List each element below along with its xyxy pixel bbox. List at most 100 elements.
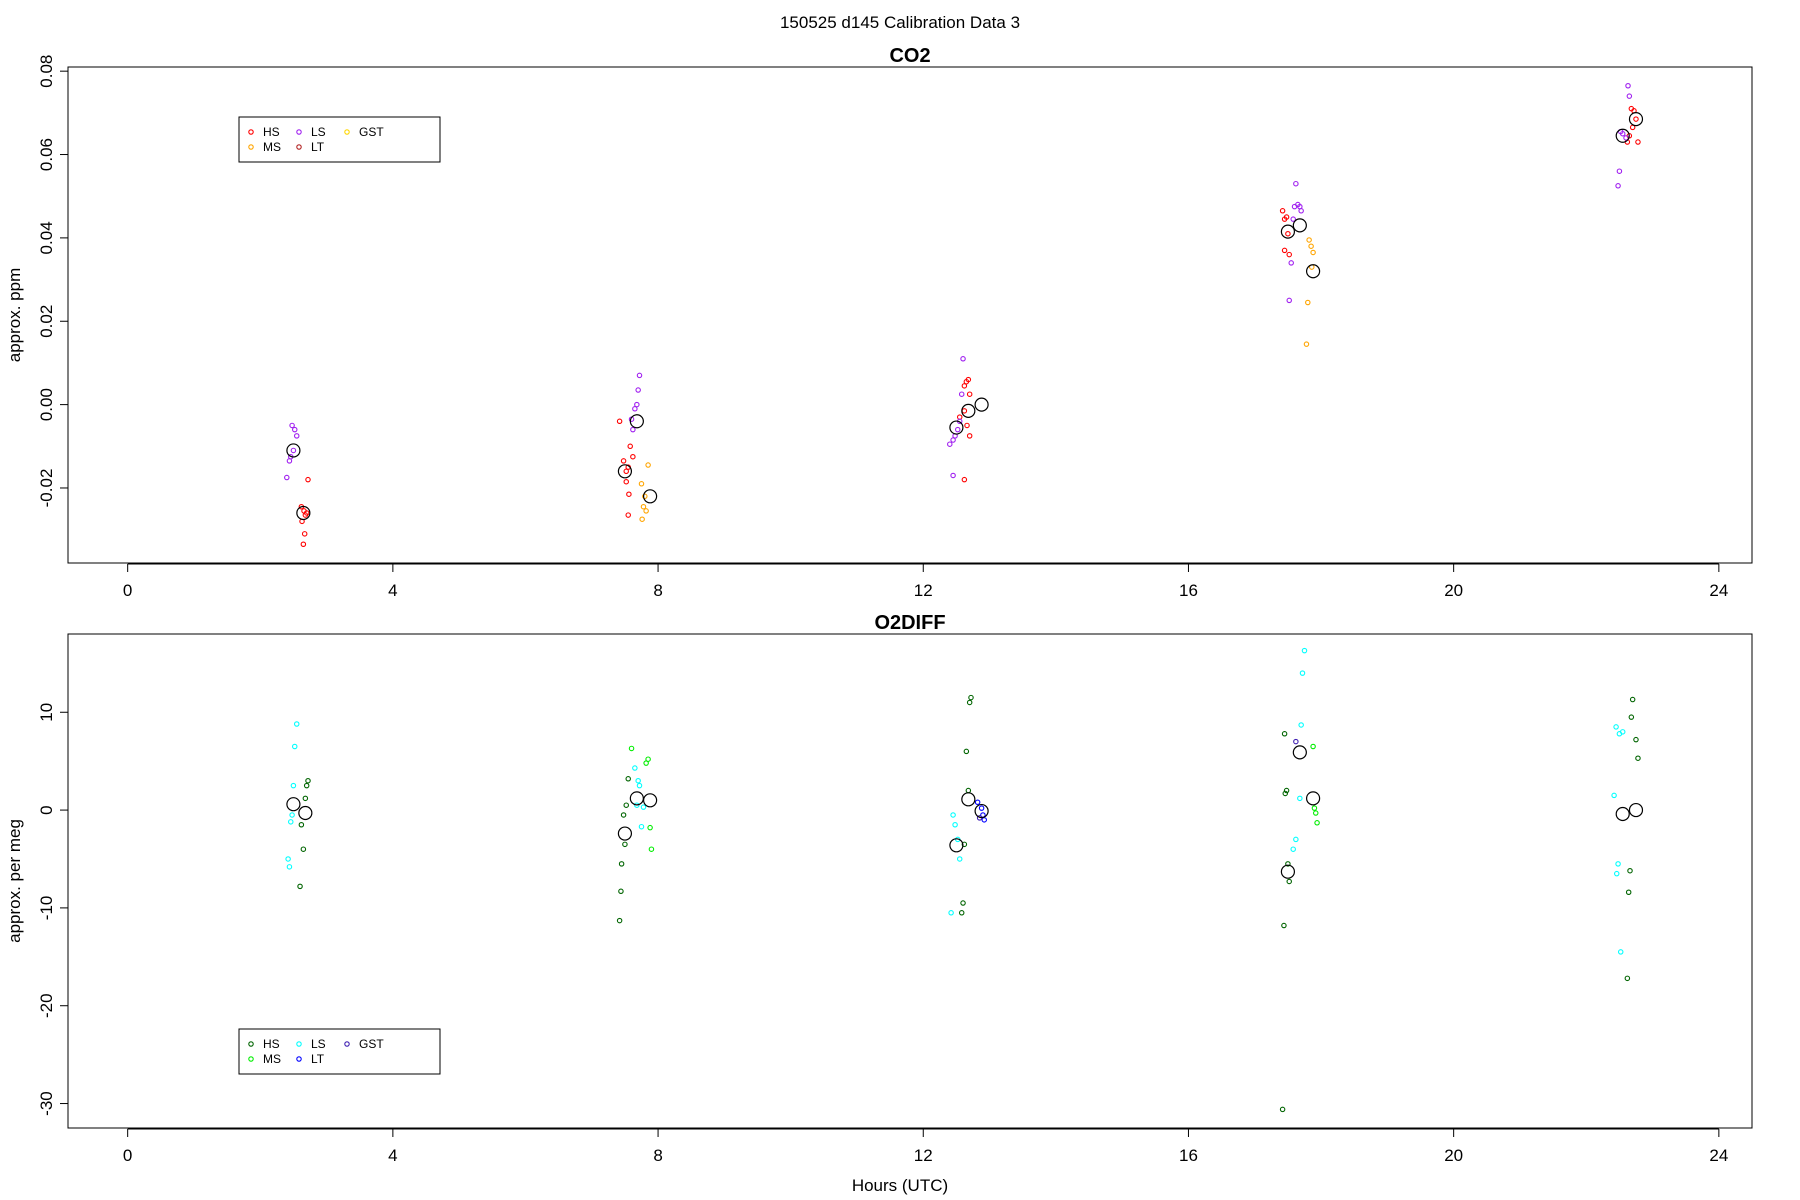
point-ls: [1619, 729, 1626, 735]
point-hs: [298, 822, 305, 828]
point-gst: [1293, 738, 1299, 745]
point-ls: [1619, 130, 1626, 137]
point-hs: [300, 541, 307, 547]
mean-marker: [949, 838, 964, 853]
point-hs: [1285, 230, 1291, 237]
point-hs: [1282, 790, 1289, 797]
y-tick-label: 0.00: [37, 388, 56, 421]
point-ls: [1297, 795, 1303, 802]
x-axis-label: Hours (UTC): [852, 1176, 948, 1195]
legend-symbol: [296, 1056, 302, 1062]
point-hs: [620, 458, 627, 464]
y-axis-label: approx. per meg: [5, 819, 24, 943]
x-tick-label: 4: [388, 581, 397, 600]
mean-marker: [286, 797, 301, 812]
x-tick-label: 24: [1709, 1146, 1728, 1165]
mean-marker: [643, 489, 658, 504]
point-hs: [1635, 139, 1641, 145]
x-tick-label: 4: [388, 1146, 397, 1165]
point-ls: [1616, 168, 1623, 174]
point-hs: [965, 376, 972, 383]
point-ms: [1305, 299, 1311, 306]
point-ls: [1613, 870, 1620, 877]
point-ls: [1613, 724, 1619, 730]
legend-label: MS: [263, 1052, 281, 1066]
legend-symbol: [344, 1041, 350, 1047]
point-ls: [950, 437, 956, 443]
legend-box: [238, 1028, 441, 1075]
point-hs: [964, 422, 970, 429]
point-ls: [1288, 260, 1294, 266]
mean-marker: [643, 793, 658, 808]
point-lt: [981, 817, 988, 823]
legend-symbol: [248, 1041, 254, 1047]
panel-title: O2DIFF: [874, 612, 945, 634]
point-hs: [960, 900, 966, 906]
legend-label: LS: [311, 1037, 326, 1051]
point-ls: [289, 812, 295, 818]
point-ls: [1625, 83, 1631, 89]
point-hs: [303, 510, 310, 516]
point-ls: [632, 406, 638, 412]
point-ls: [635, 777, 641, 784]
point-ms: [1306, 237, 1312, 243]
point-hs: [1281, 247, 1288, 254]
point-ls: [289, 422, 295, 429]
point-ls: [288, 819, 294, 825]
mean-marker: [1292, 745, 1307, 760]
point-ms: [648, 846, 655, 852]
y-tick-label: -10: [37, 896, 56, 921]
point-hs: [1285, 861, 1291, 867]
point-hs: [1286, 878, 1292, 885]
y-tick-label: 10: [37, 703, 56, 722]
point-ms: [628, 745, 635, 752]
point-ms: [645, 462, 651, 468]
legend-symbol: [296, 1041, 302, 1047]
point-hs: [618, 888, 624, 895]
point-ls: [1615, 183, 1621, 189]
legend-label: GST: [359, 125, 384, 139]
point-ls: [948, 910, 954, 916]
point-ls: [950, 472, 956, 479]
point-hs: [965, 787, 972, 794]
y-axis-label: approx. ppm: [5, 268, 24, 363]
point-ls: [630, 426, 636, 433]
point-hs: [1633, 736, 1639, 743]
point-ls: [632, 765, 638, 771]
legend-symbol: [344, 129, 350, 135]
point-hs: [961, 476, 968, 483]
point-ms: [638, 481, 645, 487]
point-hs: [623, 468, 629, 475]
point-hs: [620, 812, 627, 818]
mean-marker: [1280, 864, 1296, 879]
point-ls: [284, 474, 290, 481]
figure-title: 150525 d145 Calibration Data 3: [780, 13, 1020, 32]
y-tick-label: 0: [37, 805, 56, 814]
point-hs: [1283, 787, 1290, 794]
point-hs: [963, 748, 970, 755]
point-hs: [1279, 208, 1286, 214]
o2diff-panel: O2DIFF 0 4 8 12 16 20 24 -30 -20 -10 0 10 approx. per…: [5, 612, 1753, 1165]
point-hs: [961, 408, 968, 414]
x-tick-label: 20: [1444, 581, 1463, 600]
y-tick-label: -20: [37, 993, 56, 1018]
x-tick-label: 8: [653, 581, 662, 600]
mean-marker: [1615, 806, 1630, 822]
point-ms: [1308, 243, 1314, 249]
point-ls: [291, 743, 298, 750]
mean-marker: [617, 464, 633, 479]
point-ls: [290, 782, 297, 789]
point-ls: [956, 856, 963, 862]
mean-marker: [1292, 218, 1307, 233]
point-hs: [1281, 731, 1288, 737]
point-hs: [1279, 1106, 1286, 1113]
point-ls: [1301, 647, 1308, 654]
mean-marker: [1615, 128, 1630, 143]
y-tick-label: 0.04: [37, 221, 56, 254]
point-hs: [1625, 889, 1632, 895]
point-ls: [952, 822, 958, 828]
point-hs: [1627, 867, 1633, 874]
point-ls: [960, 356, 966, 362]
point-hs: [961, 841, 968, 848]
